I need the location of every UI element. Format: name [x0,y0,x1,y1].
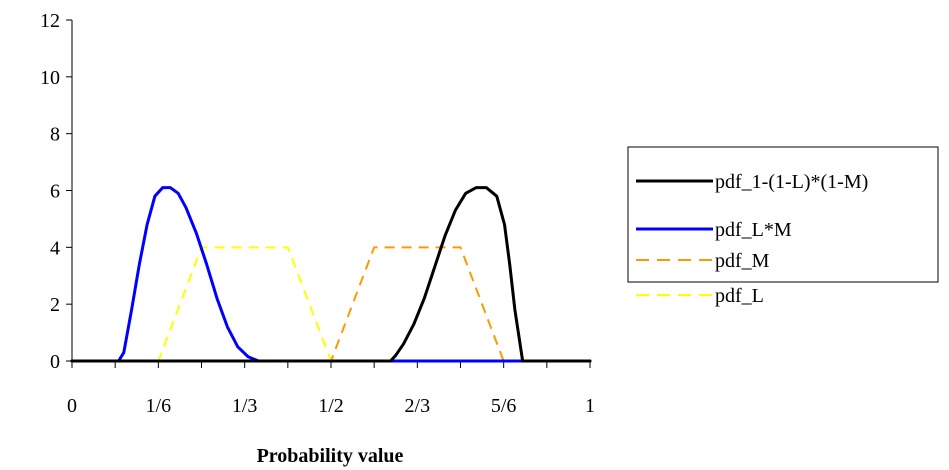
legend-label-0: pdf_1-(1-L)*(1-M) [715,171,868,193]
x-tick-label: 1/6 [146,395,172,417]
y-tick-label: 8 [50,124,60,146]
series-line-1 [70,186,592,363]
x-tick-label: 1 [585,395,595,417]
legend: pdf_1-(1-L)*(1-M) pdf_L*M pdf_M pdf_L [627,146,939,307]
x-tick-label: 1/3 [232,395,258,417]
legend-label-3: pdf_L [715,285,764,307]
legend-box [627,146,939,283]
x-tick-label: 2/3 [405,395,431,417]
series-line-2 [72,246,590,362]
x-tick-label: 0 [67,395,77,417]
legend-label-2: pdf_M [715,250,770,272]
axes: 0 2 4 6 8 10 12 0 1/6 1/3 1/2 2/3 5/6 1 [40,10,595,417]
y-tick-label: 4 [50,237,60,259]
series-layer [70,186,592,363]
series-line-3 [72,246,590,362]
y-tick-label: 2 [50,294,60,316]
x-tick-label: 1/2 [318,395,344,417]
y-tick-label: 6 [50,181,60,203]
x-axis-title: Probability value [257,445,404,467]
y-tick-label: 0 [50,351,60,373]
y-tick-label: 10 [40,67,60,89]
x-tick-label: 5/6 [491,395,517,417]
y-tick-label: 12 [40,10,60,32]
legend-label-1: pdf_L*M [715,219,792,241]
series-line-0 [70,186,592,363]
